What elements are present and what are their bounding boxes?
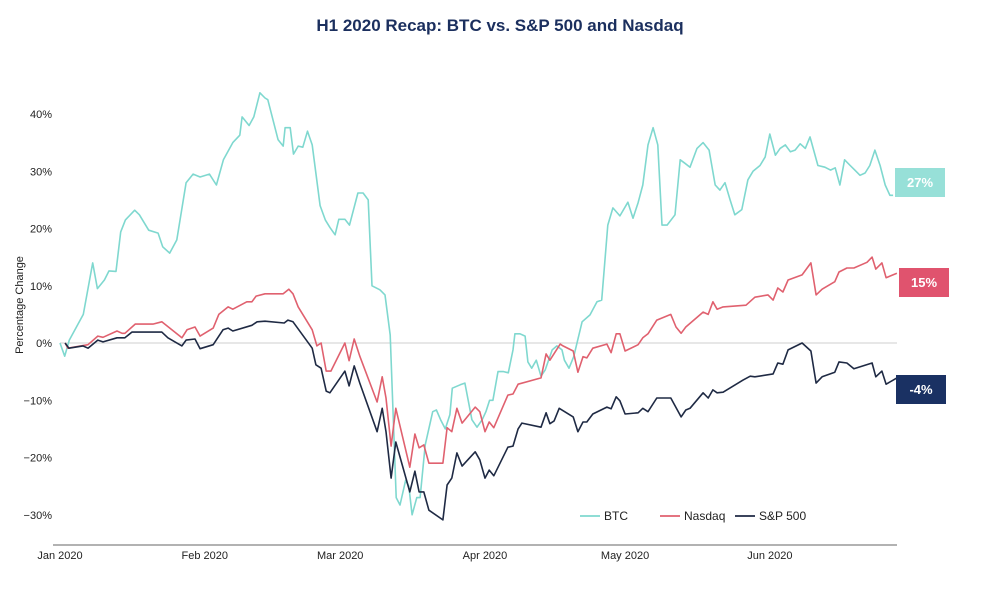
legend-label: Nasdaq	[684, 509, 725, 523]
series-line-s-p-500	[64, 319, 898, 521]
legend-item[interactable]: BTC	[580, 509, 628, 523]
y-tick-label: −20%	[24, 453, 53, 465]
y-tick-label: 0%	[36, 338, 52, 350]
x-tick-label: Feb 2020	[182, 550, 228, 562]
chart-title: H1 2020 Recap: BTC vs. S&P 500 and Nasda…	[316, 16, 684, 35]
y-tick-label: −10%	[24, 395, 53, 407]
end-value-badge: 27%	[895, 168, 945, 197]
x-tick-label: Mar 2020	[317, 550, 363, 562]
series-line-btc	[59, 92, 894, 516]
end-value-badge: -4%	[896, 375, 946, 404]
legend-label: BTC	[604, 509, 628, 523]
x-tick-label: Jan 2020	[37, 550, 82, 562]
y-tick-label: 20%	[30, 224, 52, 236]
y-tick-label: 30%	[30, 166, 52, 178]
legend-item[interactable]: S&P 500	[735, 509, 806, 523]
y-tick-label: 10%	[30, 281, 52, 293]
legend-label: S&P 500	[759, 509, 806, 523]
y-axis-label: Percentage Change	[14, 256, 26, 354]
x-tick-label: May 2020	[601, 550, 649, 562]
x-tick-label: Jun 2020	[747, 550, 792, 562]
end-value-badge: 15%	[899, 268, 949, 297]
legend-item[interactable]: Nasdaq	[660, 509, 725, 523]
series-line-nasdaq	[64, 256, 898, 468]
x-tick-label: Apr 2020	[463, 550, 508, 562]
y-tick-label: −30%	[24, 510, 53, 522]
y-tick-label: 40%	[30, 109, 52, 121]
